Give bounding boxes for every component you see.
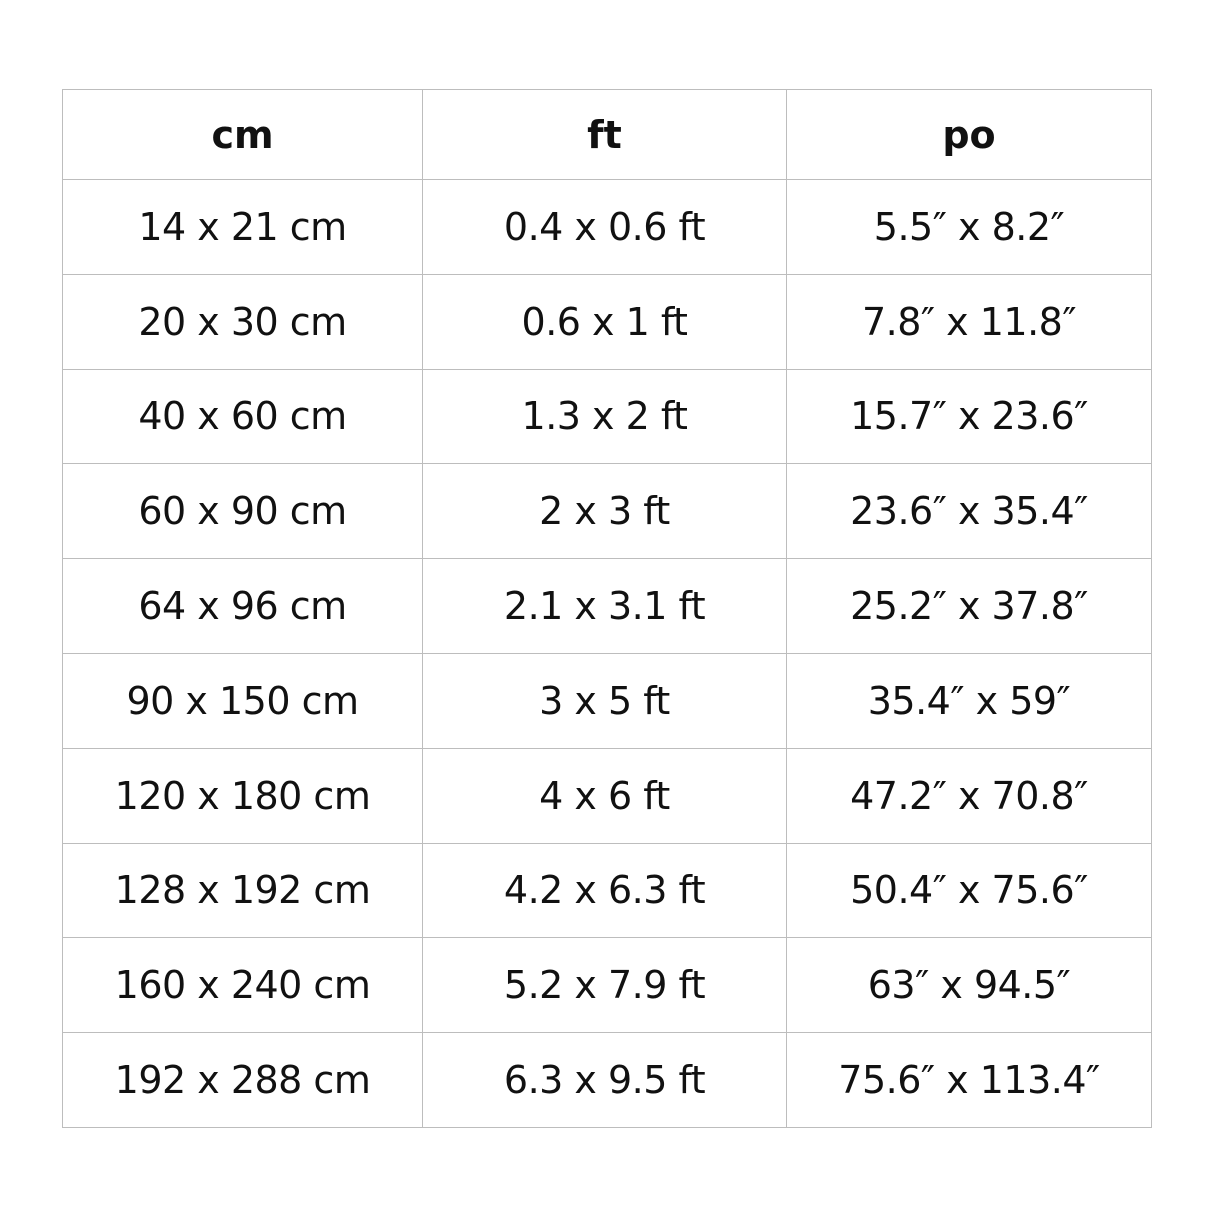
table-row: 20 x 30 cm 0.6 x 1 ft 7.8″ x 11.8″ bbox=[62, 273, 1152, 370]
table-row: 120 x 180 cm 4 x 6 ft 47.2″ x 70.8″ bbox=[62, 747, 1152, 844]
cell-cm: 160 x 240 cm bbox=[62, 937, 423, 1034]
table-row: 40 x 60 cm 1.3 x 2 ft 15.7″ x 23.6″ bbox=[62, 368, 1152, 465]
cell-ft: 0.4 x 0.6 ft bbox=[422, 179, 787, 275]
cell-cm: 40 x 60 cm bbox=[62, 368, 423, 465]
cell-po: 75.6″ x 113.4″ bbox=[786, 1032, 1152, 1128]
table-row: 192 x 288 cm 6.3 x 9.5 ft 75.6″ x 113.4″ bbox=[62, 1032, 1152, 1128]
table-row: 90 x 150 cm 3 x 5 ft 35.4″ x 59″ bbox=[62, 652, 1152, 749]
cell-po: 63″ x 94.5″ bbox=[786, 937, 1152, 1034]
cell-cm: 120 x 180 cm bbox=[62, 747, 423, 844]
header-row: cm ft po bbox=[62, 89, 1152, 180]
cell-cm: 128 x 192 cm bbox=[62, 842, 423, 939]
cell-po: 47.2″ x 70.8″ bbox=[786, 747, 1152, 844]
table-row: 14 x 21 cm 0.4 x 0.6 ft 5.5″ x 8.2″ bbox=[62, 179, 1152, 275]
cell-ft: 0.6 x 1 ft bbox=[422, 273, 787, 370]
cell-po: 5.5″ x 8.2″ bbox=[786, 179, 1152, 275]
cell-ft: 4 x 6 ft bbox=[422, 747, 787, 844]
cell-ft: 6.3 x 9.5 ft bbox=[422, 1032, 787, 1128]
cell-po: 7.8″ x 11.8″ bbox=[786, 273, 1152, 370]
cell-cm: 20 x 30 cm bbox=[62, 273, 423, 370]
cell-po: 50.4″ x 75.6″ bbox=[786, 842, 1152, 939]
cell-po: 23.6″ x 35.4″ bbox=[786, 463, 1152, 560]
table-row: 128 x 192 cm 4.2 x 6.3 ft 50.4″ x 75.6″ bbox=[62, 842, 1152, 939]
header-cm: cm bbox=[62, 89, 423, 180]
cell-ft: 2.1 x 3.1 ft bbox=[422, 558, 787, 654]
cell-ft: 3 x 5 ft bbox=[422, 652, 787, 749]
cell-po: 15.7″ x 23.6″ bbox=[786, 368, 1152, 465]
cell-cm: 90 x 150 cm bbox=[62, 652, 423, 749]
cell-cm: 14 x 21 cm bbox=[62, 179, 423, 275]
header-po: po bbox=[786, 89, 1152, 180]
table-row: 60 x 90 cm 2 x 3 ft 23.6″ x 35.4″ bbox=[62, 463, 1152, 560]
table-row: 160 x 240 cm 5.2 x 7.9 ft 63″ x 94.5″ bbox=[62, 937, 1152, 1034]
cell-ft: 2 x 3 ft bbox=[422, 463, 787, 560]
cell-po: 35.4″ x 59″ bbox=[786, 652, 1152, 749]
cell-cm: 192 x 288 cm bbox=[62, 1032, 423, 1128]
table-row: 64 x 96 cm 2.1 x 3.1 ft 25.2″ x 37.8″ bbox=[62, 558, 1152, 654]
cell-ft: 4.2 x 6.3 ft bbox=[422, 842, 787, 939]
cell-ft: 1.3 x 2 ft bbox=[422, 368, 787, 465]
cell-po: 25.2″ x 37.8″ bbox=[786, 558, 1152, 654]
cell-cm: 64 x 96 cm bbox=[62, 558, 423, 654]
cell-ft: 5.2 x 7.9 ft bbox=[422, 937, 787, 1034]
size-conversion-table: cm ft po 14 x 21 cm 0.4 x 0.6 ft 5.5″ x 8.… bbox=[62, 89, 1152, 1128]
header-ft: ft bbox=[422, 89, 787, 180]
cell-cm: 60 x 90 cm bbox=[62, 463, 423, 560]
